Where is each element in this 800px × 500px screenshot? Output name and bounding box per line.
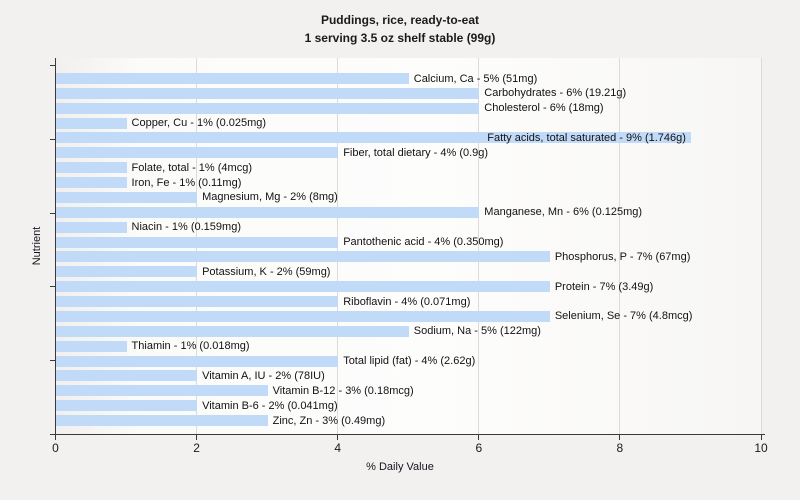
bar-pantothenic-acid (56, 236, 339, 248)
bar-calcium-ca (56, 73, 409, 84)
bar-fatty-acids-total-saturated (56, 132, 691, 144)
y-axis-tick (50, 65, 56, 66)
bar-selenium-se (56, 310, 550, 322)
bar-copper-cu (56, 117, 127, 129)
bar-carbohydrates (56, 87, 480, 99)
x-axis-tick (760, 435, 762, 440)
y-axis-tick (50, 212, 56, 214)
bar-thiamin (56, 340, 127, 352)
y-axis-tick (50, 434, 56, 435)
y-axis-tick (50, 360, 56, 362)
bar-label: Phosphorus, P - 7% (67mg) (554, 250, 691, 263)
bar-vitamin-a-iu (56, 370, 198, 382)
bar-label: Cholesterol - 6% (18mg) (484, 102, 604, 115)
bar-label: Pantothenic acid - 4% (0.350mg) (343, 236, 504, 249)
bar-label: Fatty acids, total saturated - 9% (1.746… (487, 131, 686, 144)
bar-label: Fiber, total dietary - 4% (0.9g) (343, 146, 489, 159)
y-axis-tick (50, 286, 56, 288)
x-tick-label: 0 (52, 441, 59, 455)
bar-vitamin-b-12 (56, 385, 268, 397)
x-tick-label: 2 (193, 441, 200, 455)
bar-label: Selenium, Se - 7% (4.8mcg) (554, 310, 693, 323)
y-axis (55, 58, 56, 435)
bar-label: Zinc, Zn - 3% (0.49mg) (272, 414, 386, 427)
bar-cholesterol (56, 102, 480, 114)
x-gridline (478, 58, 480, 434)
x-axis-tick (196, 435, 198, 440)
bar-manganese-mn (56, 206, 480, 218)
x-axis-tick (478, 435, 480, 440)
x-tick-label: 6 (475, 441, 483, 455)
bar-sodium-na (56, 325, 409, 337)
bar-protein (56, 281, 550, 293)
x-axis-tick (337, 435, 339, 440)
bar-label: Total lipid (fat) - 4% (2.62g) (343, 355, 476, 368)
bar-niacin (56, 221, 127, 233)
bar-label: Niacin - 1% (0.159mg) (131, 221, 241, 234)
bar-label: Magnesium, Mg - 2% (8mg) (202, 191, 338, 204)
chart-title: Puddings, rice, ready-to-eat (320, 13, 480, 27)
y-axis-tick (50, 138, 56, 140)
bar-folate-total (56, 162, 127, 174)
bar-iron-fe (56, 177, 127, 189)
bar-label: Copper, Cu - 1% (0.025mg) (131, 117, 267, 130)
bar-label: Thiamin - 1% (0.018mg) (131, 340, 250, 353)
bar-magnesium-mg (56, 191, 198, 203)
bar-label: Protein - 7% (3.49g) (554, 280, 654, 293)
x-axis-title: % Daily Value (366, 461, 434, 473)
bar-label: Vitamin B-12 - 3% (0.18mcg) (272, 384, 414, 397)
bar-label: Riboflavin - 4% (0.071mg) (343, 295, 471, 308)
bar-label: Manganese, Mn - 6% (0.125mg) (484, 206, 643, 219)
x-tick-label: 4 (334, 441, 342, 455)
bar-riboflavin (56, 296, 339, 308)
x-axis-tick (619, 435, 621, 440)
x-axis-tick (55, 435, 56, 440)
bar-label: Calcium, Ca - 5% (51mg) (413, 72, 538, 85)
chart-subtitle: 1 serving 3.5 oz shelf stable (99g) (304, 31, 496, 45)
bar-label: Vitamin B-6 - 2% (0.041mg) (202, 399, 338, 412)
bar-fiber-total-dietary (56, 147, 339, 159)
x-tick-label: 8 (616, 441, 624, 455)
bar-label: Iron, Fe - 1% (0.11mg) (131, 176, 242, 189)
y-axis-title: Nutrient (31, 226, 43, 266)
x-axis (50, 434, 765, 435)
x-tick-label: 10 (754, 441, 768, 455)
bar-zinc-zn (56, 415, 268, 426)
bar-potassium-k (56, 266, 198, 278)
bar-label: Carbohydrates - 6% (19.21g) (484, 87, 627, 100)
bar-label: Vitamin A, IU - 2% (78IU) (202, 369, 325, 382)
bar-label: Potassium, K - 2% (59mg) (202, 265, 331, 278)
x-gridline (619, 58, 621, 434)
bar-total-lipid-fat (56, 355, 339, 367)
bar-label: Folate, total - 1% (4mcg) (131, 161, 252, 174)
bar-vitamin-b-6 (56, 400, 198, 412)
x-gridline (760, 58, 762, 434)
bar-phosphorus-p (56, 251, 550, 263)
bar-label: Sodium, Na - 5% (122mg) (413, 325, 541, 338)
